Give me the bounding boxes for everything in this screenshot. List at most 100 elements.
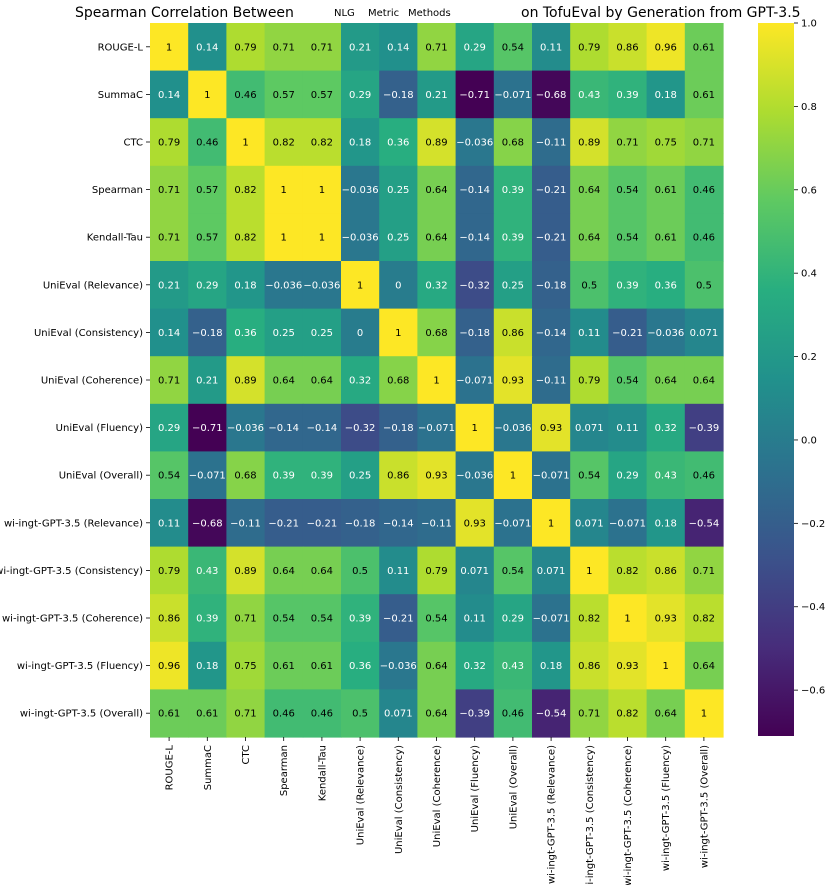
heatmap-cell [608, 689, 648, 738]
cell-value-label: −0.54 [689, 518, 720, 529]
heatmap-cell [570, 261, 609, 310]
cell-value-label: 0.93 [502, 376, 524, 387]
heatmap-cell [493, 403, 533, 452]
colorbar-gradient [758, 23, 794, 736]
cell-value-label: 0.36 [234, 328, 256, 339]
cell-value-label: 0.61 [196, 709, 218, 720]
cell-value-label: 0.29 [196, 280, 218, 291]
heatmap-cell [341, 499, 380, 548]
y-tick-label: wi-ingt-GPT-3.5 (Consistency) [0, 566, 143, 577]
cell-value-label: 0.71 [425, 42, 447, 53]
heatmap-cell [302, 451, 342, 500]
cell-value-label: 0.82 [234, 233, 256, 244]
cell-value-label: 0.071 [537, 566, 566, 577]
cell-value-label: 0.68 [502, 138, 524, 149]
cell-value-label: 0.64 [693, 376, 715, 387]
heatmap-cell [341, 546, 380, 595]
heatmap-cell [684, 261, 724, 310]
cell-value-label: 0.79 [578, 42, 600, 53]
cell-value-label: −0.036 [342, 185, 379, 196]
cell-value-label: 0.25 [349, 471, 371, 482]
cell-value-label: 0.46 [196, 138, 218, 149]
heatmap-cell [341, 689, 380, 738]
heatmap-cell [684, 594, 724, 643]
cell-value-label: 0.36 [349, 661, 371, 672]
heatmap-cell [532, 689, 571, 738]
cell-value-label: 0.75 [234, 661, 256, 672]
heatmap-cell [455, 261, 495, 310]
x-tick-label: Spearman [279, 745, 290, 796]
cell-value-label: −0.32 [345, 423, 376, 434]
heatmap-cell [417, 689, 457, 738]
heatmap-cell [417, 594, 457, 643]
cell-value-label: −0.071 [533, 471, 570, 482]
cell-value-label: 0.29 [616, 471, 638, 482]
cell-value-label: −0.11 [421, 518, 452, 529]
heatmap-cell [608, 403, 648, 452]
heatmap-cell [302, 641, 342, 690]
heatmap-cell [684, 451, 724, 500]
cell-value-label: 0.32 [655, 423, 677, 434]
colorbar-tick-label: 0.2 [801, 352, 817, 363]
cell-value-label: 0.39 [616, 90, 638, 101]
heatmap-cell [188, 356, 227, 405]
heatmap-cell [455, 594, 495, 643]
heatmap-cell [188, 403, 227, 452]
heatmap-cell [150, 70, 189, 119]
heatmap-cell [226, 118, 266, 167]
cell-value-label: 0.39 [502, 233, 524, 244]
heatmap-cell [455, 641, 495, 690]
y-tick-label: UniEval (Coherence) [41, 376, 143, 387]
heatmap-cell [493, 451, 533, 500]
heatmap-cell [493, 70, 533, 119]
heatmap-cell [302, 594, 342, 643]
cell-value-label: 0.82 [693, 614, 715, 625]
heatmap-cell [188, 213, 227, 262]
cell-value-label: 0.64 [578, 185, 600, 196]
cell-value-label: 0.18 [655, 90, 677, 101]
heatmap-cell [150, 261, 189, 310]
cell-value-label: −0.68 [536, 90, 567, 101]
cell-value-label: −0.18 [192, 328, 223, 339]
cell-value-label: 0.93 [425, 471, 447, 482]
heatmap-cell [608, 308, 648, 357]
cell-value-label: 0.64 [425, 185, 447, 196]
heatmap-cell [302, 118, 342, 167]
heatmap-cell [302, 689, 342, 738]
cell-value-label: 0.71 [158, 185, 180, 196]
heatmap-cell [302, 213, 342, 262]
title-part-2: NLG [334, 8, 355, 19]
heatmap-cell [684, 403, 724, 452]
cell-value-label: 0.61 [311, 661, 333, 672]
heatmap-cell [302, 356, 342, 405]
cell-value-label: −0.18 [345, 518, 376, 529]
heatmap-cell [226, 451, 266, 500]
cell-value-label: −0.21 [612, 328, 643, 339]
cell-value-label: 1 [472, 423, 478, 434]
heatmap-cell [264, 213, 304, 262]
heatmap-cell [188, 308, 227, 357]
heatmap-cell [226, 641, 266, 690]
heatmap-cell [455, 403, 495, 452]
heatmap-cell [493, 546, 533, 595]
cell-value-label: 0.11 [158, 518, 180, 529]
colorbar-tick-label: 0.4 [801, 269, 817, 280]
heatmap-cell [684, 308, 724, 357]
heatmap-cell [379, 451, 418, 500]
cell-value-label: −0.18 [459, 328, 490, 339]
heatmap-cell [493, 213, 533, 262]
heatmap-cell [150, 165, 189, 214]
cell-value-label: 0.43 [196, 566, 218, 577]
cell-value-label: 0.54 [616, 185, 638, 196]
cell-value-label: 0.071 [575, 518, 604, 529]
heatmap-cell [150, 213, 189, 262]
cell-value-label: 0.29 [464, 42, 486, 53]
cell-value-label: 0.071 [575, 423, 604, 434]
heatmap-cell [226, 213, 266, 262]
heatmap-cell [188, 594, 227, 643]
heatmap-cell [150, 118, 189, 167]
heatmap-cell [188, 451, 227, 500]
x-tick-label: ROUGE-L [165, 745, 176, 791]
heatmap-cell [379, 689, 418, 738]
cell-value-label: 0.25 [273, 328, 295, 339]
